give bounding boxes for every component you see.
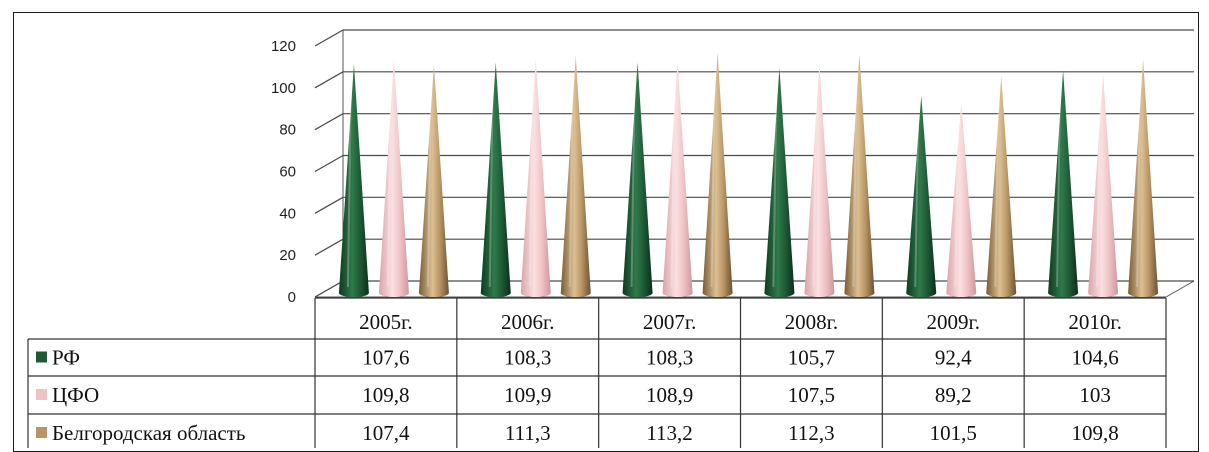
table-value-cell: 104,6 [1071, 346, 1118, 370]
y-tick-label: 120 [271, 38, 296, 55]
gridline-depth [314, 238, 344, 256]
y-tick-label: 100 [271, 80, 296, 97]
x-category-label: 2008г. [785, 310, 839, 334]
x-category-label: 2010г. [1068, 310, 1122, 334]
cones-layer [338, 52, 1159, 298]
table-value-cell: 105,7 [788, 346, 835, 370]
gridline-depth [314, 280, 344, 298]
cone-belgorod [418, 64, 449, 297]
gridline-depth [314, 113, 344, 131]
cone-cfo [378, 59, 409, 298]
legend-label: ЦФО [52, 383, 99, 407]
gridline-depth [314, 71, 344, 89]
table-value-cell: 109,9 [504, 383, 551, 407]
legend-label: Белгородская область [52, 421, 246, 445]
table-value-cell: 109,8 [1071, 421, 1118, 445]
table-value-cell: 113,2 [646, 421, 692, 445]
legend-swatch [36, 427, 47, 438]
table-value-cell: 103 [1079, 383, 1111, 407]
cone-cfo [520, 59, 551, 298]
table-value-cell: 111,3 [505, 421, 551, 445]
x-category-label: 2009г. [927, 310, 981, 334]
cone-cfo [662, 61, 693, 297]
gridline-depth [314, 154, 344, 173]
data-table: 2005г. 2006г. 2007г. 2008г. 2009г. 2010г. РФ 10… [27, 297, 1167, 448]
cone-rf [764, 67, 795, 298]
legend-swatch [36, 351, 47, 363]
table-value-cell: 108,3 [504, 346, 551, 370]
x-category-label: 2005г. [359, 310, 413, 334]
cone-cfo [946, 102, 977, 297]
gridline-depth [314, 196, 344, 214]
cone-belgorod [844, 54, 875, 297]
y-tick-label: 20 [279, 247, 296, 264]
cone-belgorod [702, 52, 733, 298]
cone-rf [906, 95, 937, 297]
table-value-cell: 112,3 [788, 421, 834, 445]
floor-right-edge [1165, 280, 1195, 298]
cone-belgorod [986, 76, 1017, 297]
table-value-cell: 92,4 [935, 346, 972, 370]
cone-rf [480, 62, 511, 297]
x-category-label: 2007г. [643, 310, 697, 334]
cone-belgorod [560, 56, 591, 298]
x-category-label: 2006г. [501, 310, 555, 334]
legend-swatch [36, 389, 47, 400]
table-value-cell: 101,5 [930, 421, 977, 445]
cone-rf [1048, 70, 1079, 297]
y-tick-label: 40 [279, 205, 296, 222]
gridline-depth [314, 29, 344, 47]
table-value-cell: 107,6 [362, 346, 409, 370]
y-tick-label: 60 [279, 164, 296, 181]
y-tick-label: 0 [288, 289, 296, 306]
table-value-cell: 89,2 [935, 383, 972, 407]
table-value-cell: 108,3 [646, 346, 693, 370]
cone-cfo [804, 64, 835, 297]
legend-label: РФ [52, 346, 80, 370]
cone-rf [622, 62, 653, 297]
y-axis-ticks: 0 20 40 60 80 100 120 [271, 38, 296, 306]
y-tick-label: 80 [279, 122, 296, 139]
cone-rf [338, 63, 369, 297]
table-value-cell: 107,4 [362, 421, 410, 445]
cone-cfo [1088, 73, 1119, 297]
cone-belgorod [1128, 59, 1159, 298]
table-value-cell: 108,9 [646, 383, 693, 407]
table-value-cell: 107,5 [788, 383, 835, 407]
table-value-cell: 109,8 [362, 383, 409, 407]
